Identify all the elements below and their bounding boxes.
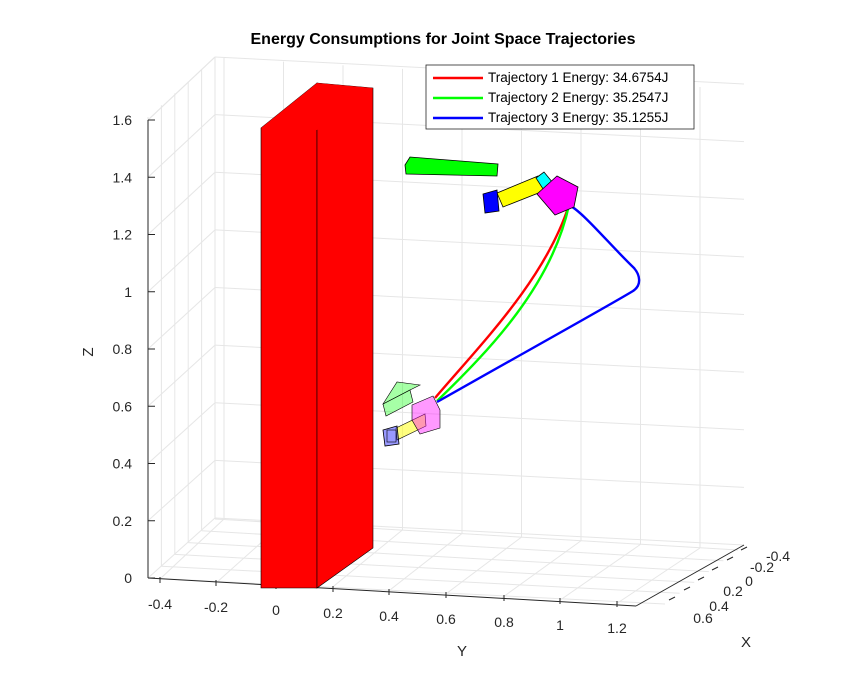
y-tick-label: -0.4 [148, 596, 172, 612]
start-link-green-top [382, 381, 422, 405]
obstacle-front-face [260, 82, 318, 589]
legend-label-trajectory-1: Trajectory 1 Energy: 34.6754J [488, 70, 668, 85]
z-tick-label: 1 [124, 284, 132, 300]
x-tick-mark [668, 596, 676, 601]
obstacle-box [260, 82, 374, 589]
z-axis-label: Z [80, 347, 97, 356]
z-tick-label: 1.2 [113, 227, 133, 243]
y-tick-label: 0.2 [323, 605, 343, 621]
x-axis-line [635, 544, 745, 607]
y-floor-grid-line [558, 543, 641, 602]
y-tick-label: 1.2 [607, 620, 627, 636]
z-grid-line [147, 171, 216, 235]
chart-title: Energy Consumptions for Joint Space Traj… [251, 31, 636, 48]
z-tick-label: 0 [124, 570, 132, 586]
y-tick-label: -0.2 [204, 599, 228, 615]
x-tick-mark [711, 566, 719, 571]
z-tick-label: 0.4 [113, 456, 133, 472]
x-tick-label: 0.2 [723, 583, 743, 599]
x-tick-mark [726, 556, 734, 561]
axes-frame [147, 56, 748, 607]
x-tick-mark [697, 576, 705, 581]
z-tick-label: 0.2 [113, 513, 133, 529]
y-floor-grid-line [330, 529, 403, 589]
obstacle-side-face [316, 82, 374, 589]
y-tick-label: 0.6 [436, 611, 456, 627]
y-tick-label: 0.4 [379, 608, 399, 624]
legend-label-trajectory-2: Trajectory 2 Energy: 35.2547J [488, 90, 668, 105]
trajectory-3-line[interactable] [436, 203, 641, 404]
z-tick-label: 1.6 [113, 112, 133, 128]
z-axis-ticks: 0 0.2 0.4 0.6 0.8 1 1.2 1.4 1.6 [113, 112, 133, 586]
z-grid-line [147, 287, 216, 350]
z-tick-label: 1.4 [113, 169, 133, 185]
x-tick-label: 0 [745, 573, 753, 589]
x-tick-label: -0.2 [750, 559, 774, 575]
start-link-yellow [395, 413, 427, 441]
trajectory-2-line[interactable] [436, 204, 571, 402]
y-axis-line [147, 577, 637, 607]
y-tick-label: 0.8 [494, 614, 514, 630]
x-tick-label: 0.4 [709, 598, 729, 614]
z-grid-line [147, 114, 216, 178]
start-joint-magenta [411, 395, 441, 435]
z-tick-label: 0.8 [113, 341, 133, 357]
z-grid-line [147, 460, 216, 522]
end-joint-magenta [536, 175, 579, 216]
x-tick-label: 0.6 [693, 610, 713, 626]
x-floor-grid-line [147, 577, 666, 605]
z-grid-line [147, 517, 216, 579]
y-tick-label: 1 [556, 617, 564, 633]
z-grid-line [147, 229, 216, 293]
y-floor-grid-line [615, 547, 701, 605]
y-floor-grid-line [501, 540, 582, 599]
z-grid-line [147, 344, 216, 407]
x-axis-ticks: -0.4 -0.2 0 0.2 0.4 0.6 [693, 548, 790, 626]
y-tick-label: 0 [272, 602, 280, 618]
trajectories [434, 203, 641, 404]
end-cube-blue [482, 189, 500, 214]
x-tick-mark [683, 586, 691, 591]
start-cube-blue [382, 425, 400, 447]
robot-start-pose [382, 381, 441, 447]
y-axis-ticks: -0.4 -0.2 0 0.2 0.4 0.6 0.8 1 1.2 [148, 596, 627, 636]
end-link-green [404, 156, 499, 177]
robot-end-pose [404, 156, 579, 216]
obstacle-top-face [261, 83, 373, 130]
y-floor-grid-line [444, 536, 522, 596]
legend-label-trajectory-3: Trajectory 3 Energy: 35.1255J [488, 110, 668, 125]
x-tick-mark [740, 546, 748, 551]
box-edge [147, 56, 216, 121]
x-floor-grid-line [174, 553, 695, 583]
y-floor-grid-line [159, 518, 225, 580]
x-floor-grid-line [161, 565, 680, 594]
z-tick-label: 0.6 [113, 398, 133, 414]
x-axis-label: X [741, 634, 751, 651]
start-cube-blue-inner [386, 429, 397, 443]
grid [147, 56, 745, 605]
y-axis-label: Y [457, 643, 467, 660]
z-grid-line [147, 402, 216, 464]
x-tick-label: -0.4 [766, 548, 790, 564]
legend[interactable]: Trajectory 1 Energy: 34.6754J Trajectory… [425, 64, 695, 130]
y-floor-grid-line [387, 533, 463, 592]
trajectory-1-line[interactable] [434, 204, 571, 399]
